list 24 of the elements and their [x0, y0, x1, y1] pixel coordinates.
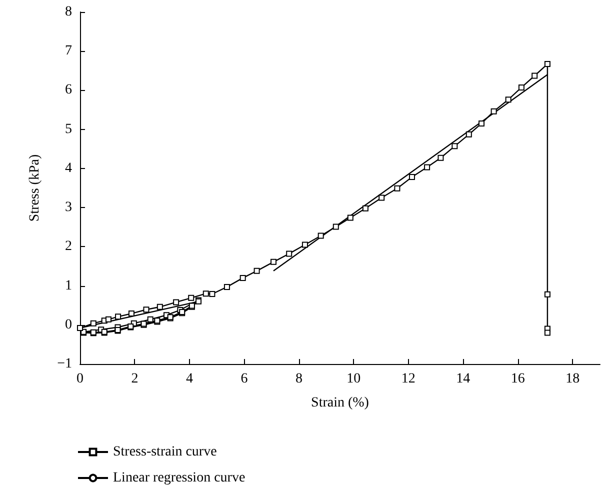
x-tick-label: 4 [186, 372, 193, 386]
y-tick-label: 0 [65, 317, 72, 332]
y-tick-label: 3 [65, 200, 72, 216]
legend-label: Stress-strain curve [113, 444, 217, 460]
x-tick-label: 8 [295, 372, 302, 386]
y-tick-label: 6 [65, 82, 72, 98]
y-tick-label: 2 [65, 239, 72, 254]
x-tick-label: 2 [131, 372, 138, 386]
legend-label: Linear regression curve [113, 470, 246, 486]
x-tick-label: 0 [76, 372, 84, 386]
y-tick-label: −1 [57, 356, 72, 372]
x-tick-label: 18 [566, 372, 580, 386]
x-tick-label: 6 [240, 372, 248, 386]
x-tick-label: 10 [346, 372, 361, 386]
y-tick-label: 5 [65, 122, 72, 137]
y-tick-label: 8 [65, 4, 72, 20]
y-tick-label: 7 [65, 44, 72, 59]
y-tick-label: 1 [65, 278, 72, 294]
x-tick-label: 16 [510, 372, 525, 386]
x-tick-label: 14 [456, 372, 470, 386]
x-tick-label: 12 [401, 372, 416, 386]
y-tick-label: 4 [65, 160, 72, 176]
x-axis-title: Strain (%) [311, 396, 370, 410]
y-axis-title: Stress (kPa) [28, 154, 42, 222]
